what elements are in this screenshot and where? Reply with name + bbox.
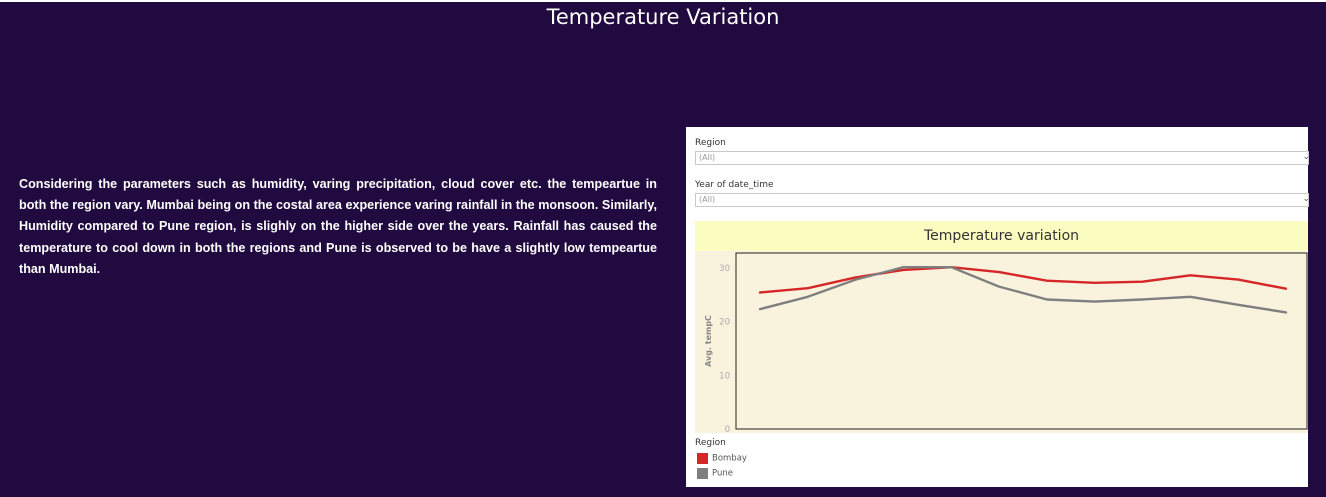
legend-title: Region (695, 438, 726, 448)
description-text: Considering the parameters such as humid… (19, 177, 657, 276)
chart-title: Temperature variation (923, 228, 1080, 244)
y-tick-label: 30 (719, 264, 730, 274)
year-filter-select[interactable]: (All) ⌄ (695, 193, 1310, 207)
chevron-down-icon[interactable]: ⌄ (1302, 152, 1310, 162)
y-tick-label: 20 (719, 318, 730, 328)
plot-area (735, 252, 1308, 430)
chevron-down-icon[interactable]: ⌄ (1302, 194, 1310, 204)
legend-item-bombay[interactable]: Bombay (697, 453, 747, 465)
chart-title-bar: Temperature variation (695, 221, 1308, 251)
year-filter-label: Year of date_time (695, 180, 774, 190)
legend-label-bombay: Bombay (712, 453, 747, 464)
legend-label-pune: Pune (712, 468, 733, 479)
region-filter-label: Region (695, 138, 726, 148)
series-line-pune (758, 266, 1288, 314)
year-filter-value: (All) (699, 195, 716, 204)
series-line-bombay (758, 266, 1288, 294)
line-chart: 0 10 20 30 Avg. tempC (695, 251, 1308, 433)
legend-swatch-pune (697, 468, 708, 479)
page-title: Temperature Variation (546, 5, 780, 29)
region-filter-value: (All) (699, 153, 716, 162)
legend-item-pune[interactable]: Pune (697, 468, 733, 480)
region-filter-select[interactable]: (All) ⌄ (695, 151, 1310, 165)
legend-swatch-bombay (697, 453, 708, 464)
y-axis-label: Avg. tempC (704, 315, 713, 367)
chart-panel: Region (All) ⌄ Year of date_time (All) ⌄… (686, 127, 1310, 487)
y-tick-label: 10 (719, 371, 730, 381)
y-tick-label: 0 (725, 425, 730, 433)
